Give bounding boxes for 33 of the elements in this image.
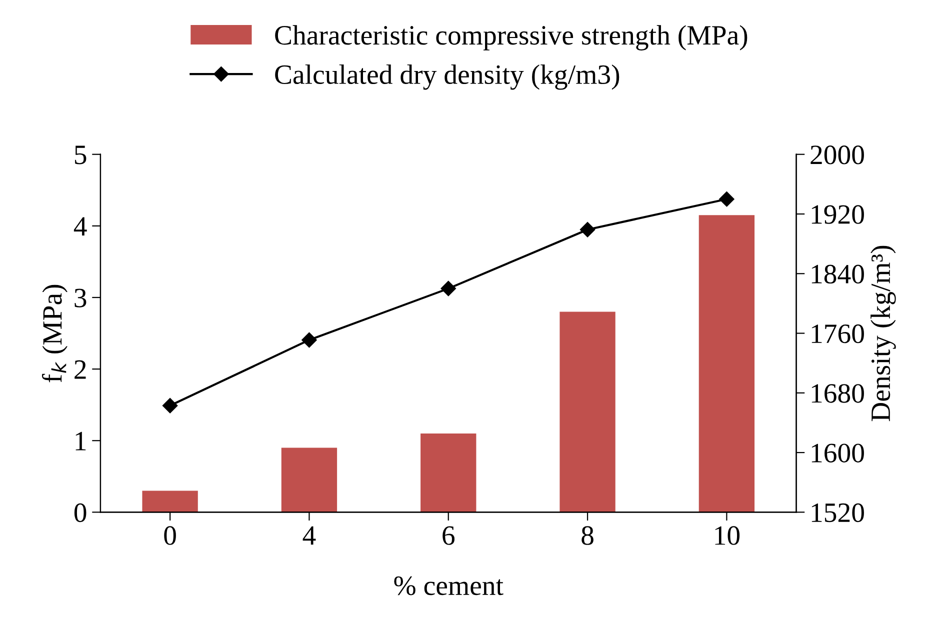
- point: [580, 222, 596, 238]
- y-tick-label: 4: [74, 217, 87, 236]
- bar: [281, 448, 338, 512]
- y2-axis-title: Density (kg/m³): [870, 246, 896, 422]
- point: [719, 192, 734, 207]
- y-tick-label: 2: [74, 360, 86, 379]
- y-tick-label: 5: [75, 146, 86, 164]
- bar: [420, 433, 476, 512]
- point: [440, 280, 456, 296]
- y2-tick-label: 1600: [812, 444, 864, 462]
- y-tick-label: 1: [76, 432, 86, 450]
- y2-tick-label: 1840: [812, 264, 864, 284]
- y2-tick-label: 1520: [812, 503, 864, 522]
- y2-tick-label: 2000: [810, 146, 864, 164]
- bar: [560, 312, 616, 512]
- x-tick-label: 6: [442, 526, 454, 545]
- legend-label: Calculated dry density (kg/m3): [275, 64, 620, 90]
- x-axis-title: % cement: [394, 576, 504, 596]
- point: [162, 398, 178, 414]
- bar: [142, 490, 198, 512]
- y2-tick-label: 1760: [812, 324, 864, 344]
- x-tick-label: 0: [164, 526, 176, 545]
- legend-label: Characteristic compressive strength (MPa): [275, 25, 748, 50]
- x-tick-label: 10: [715, 526, 740, 545]
- y-axis-title: f$_{k}$ (MPa): [42, 284, 68, 382]
- x-tick-label: 4: [302, 526, 316, 545]
- y-tick-label: 0: [74, 503, 86, 522]
- point: [302, 332, 317, 348]
- y2-tick-label: 1680: [812, 384, 864, 403]
- bar: [698, 215, 755, 512]
- y-tick-label: 3: [74, 288, 86, 308]
- y2-tick-label: 1920: [812, 205, 864, 224]
- x-tick-label: 8: [582, 526, 594, 545]
